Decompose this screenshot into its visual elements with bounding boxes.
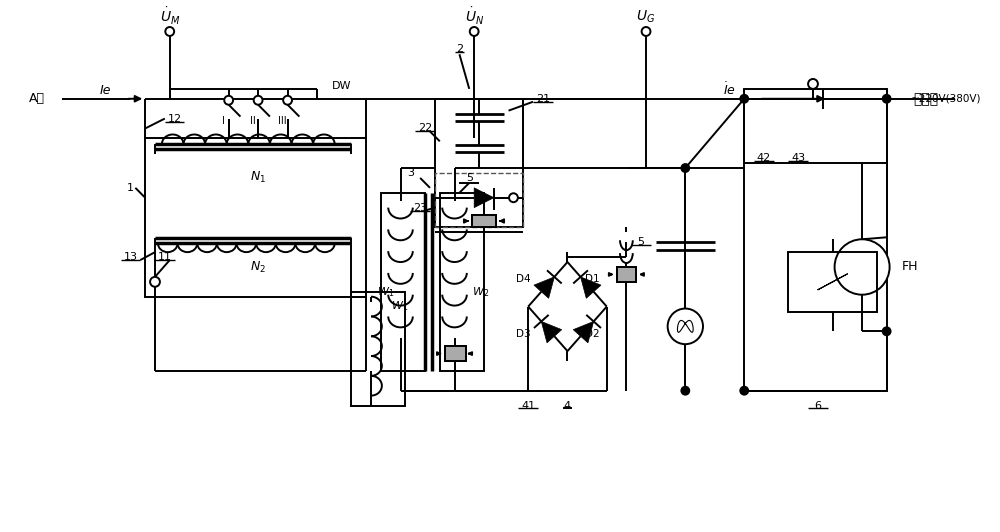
Bar xyxy=(617,267,636,282)
Text: II: II xyxy=(250,115,256,126)
Circle shape xyxy=(740,95,748,103)
Text: D3: D3 xyxy=(516,329,531,339)
Text: $W_1$: $W_1$ xyxy=(391,300,408,313)
Text: III: III xyxy=(278,115,287,126)
Text: $N_2$: $N_2$ xyxy=(250,260,266,275)
Bar xyxy=(445,346,466,361)
Text: 43: 43 xyxy=(791,153,805,163)
Polygon shape xyxy=(534,277,554,298)
Polygon shape xyxy=(474,188,494,207)
Circle shape xyxy=(808,79,818,89)
Text: ~220V(380V): ~220V(380V) xyxy=(911,94,982,104)
Text: Ie: Ie xyxy=(100,85,112,97)
Text: 至负载: 至负载 xyxy=(913,92,938,106)
Text: FH: FH xyxy=(901,261,918,273)
Text: 11: 11 xyxy=(158,252,172,262)
Bar xyxy=(445,346,466,361)
Text: $\dot{I}e$: $\dot{I}e$ xyxy=(723,81,736,98)
Text: 21: 21 xyxy=(536,94,550,104)
Text: D2: D2 xyxy=(585,329,599,339)
Text: A相: A相 xyxy=(29,92,45,105)
Text: $W_1$: $W_1$ xyxy=(377,285,394,298)
Circle shape xyxy=(509,193,518,202)
Text: 41: 41 xyxy=(521,401,535,411)
Text: $U_G$: $U_G$ xyxy=(636,9,656,25)
Circle shape xyxy=(835,239,890,295)
Bar xyxy=(351,292,405,405)
Text: 12: 12 xyxy=(168,113,182,123)
Bar xyxy=(381,193,425,371)
Circle shape xyxy=(224,96,233,105)
Text: $\dot{U}_N$: $\dot{U}_N$ xyxy=(465,6,484,27)
Circle shape xyxy=(254,96,263,105)
Text: 1: 1 xyxy=(127,183,134,193)
Text: 6: 6 xyxy=(814,401,821,411)
Bar xyxy=(744,89,887,390)
Polygon shape xyxy=(541,321,562,343)
Circle shape xyxy=(681,164,689,172)
Bar xyxy=(788,252,877,312)
Text: 4: 4 xyxy=(564,401,571,411)
Circle shape xyxy=(165,27,174,36)
Circle shape xyxy=(470,27,479,36)
Circle shape xyxy=(668,309,703,344)
Text: 23: 23 xyxy=(413,203,427,213)
Text: $W_2$: $W_2$ xyxy=(472,285,489,298)
Text: I: I xyxy=(222,115,225,126)
Bar xyxy=(145,138,366,297)
Text: 42: 42 xyxy=(757,153,771,163)
Text: $N_1$: $N_1$ xyxy=(250,170,266,186)
Text: 3: 3 xyxy=(407,168,414,178)
Text: D1: D1 xyxy=(585,275,599,285)
Circle shape xyxy=(740,387,748,395)
Circle shape xyxy=(150,277,160,287)
Circle shape xyxy=(883,95,891,103)
Text: 5: 5 xyxy=(638,237,645,247)
Polygon shape xyxy=(581,277,601,298)
Circle shape xyxy=(681,387,689,395)
Polygon shape xyxy=(573,321,594,343)
Text: 13: 13 xyxy=(123,252,137,262)
Circle shape xyxy=(883,327,891,335)
Bar xyxy=(440,193,484,371)
Circle shape xyxy=(642,27,650,36)
Bar xyxy=(472,214,496,227)
Bar xyxy=(617,267,636,282)
Text: D4: D4 xyxy=(516,275,531,285)
Text: 2: 2 xyxy=(456,44,463,54)
Text: 22: 22 xyxy=(418,123,432,134)
Bar xyxy=(435,173,523,227)
Text: 5: 5 xyxy=(466,173,473,183)
Circle shape xyxy=(283,96,292,105)
Text: DW: DW xyxy=(332,81,351,91)
Text: $\dot{U}_M$: $\dot{U}_M$ xyxy=(160,6,180,27)
Bar xyxy=(435,99,523,227)
Bar xyxy=(472,214,496,227)
